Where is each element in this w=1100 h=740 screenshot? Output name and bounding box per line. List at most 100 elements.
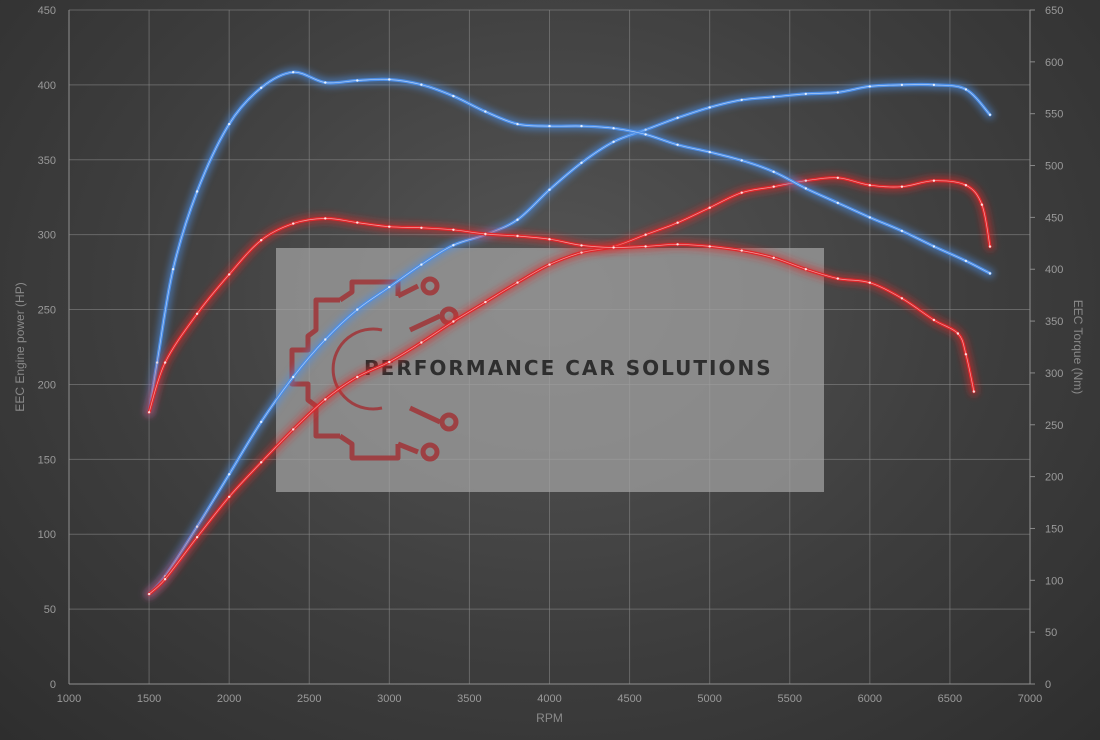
data-point bbox=[836, 201, 839, 205]
data-point bbox=[964, 184, 968, 187]
y-right-tick-label: 250 bbox=[1045, 420, 1063, 432]
y-left-tick-label: 250 bbox=[38, 305, 56, 317]
data-point bbox=[740, 249, 743, 252]
x-tick-label: 2000 bbox=[217, 693, 241, 705]
data-point bbox=[356, 79, 359, 82]
y-right-tick-label: 150 bbox=[1045, 523, 1063, 535]
data-point bbox=[324, 217, 327, 220]
data-point bbox=[388, 360, 391, 364]
data-point bbox=[580, 124, 583, 128]
series-3-right bbox=[144, 213, 979, 417]
data-point bbox=[740, 191, 743, 194]
data-point bbox=[155, 361, 159, 364]
data-point bbox=[676, 221, 679, 224]
data-point bbox=[836, 277, 839, 280]
data-point bbox=[452, 244, 455, 247]
y-left-tick-label: 150 bbox=[38, 454, 56, 466]
y-left-tick-label: 450 bbox=[38, 5, 56, 17]
data-point bbox=[548, 124, 551, 128]
data-point bbox=[228, 122, 231, 126]
data-point bbox=[676, 143, 679, 146]
series-1-left bbox=[144, 173, 995, 599]
y-right-axis-title: EEC Torque (Nm) bbox=[1071, 300, 1085, 394]
data-point bbox=[388, 78, 391, 81]
y-right-tick-label: 200 bbox=[1045, 472, 1063, 484]
data-point bbox=[804, 92, 807, 96]
data-point bbox=[740, 98, 743, 102]
y-left-tick-label: 350 bbox=[38, 155, 56, 167]
data-point bbox=[580, 244, 583, 247]
y-right-tick-label: 300 bbox=[1045, 368, 1063, 380]
data-point bbox=[516, 218, 519, 221]
data-point bbox=[292, 71, 295, 74]
data-point bbox=[964, 353, 968, 356]
y-right-tick-label: 550 bbox=[1045, 109, 1063, 121]
data-point bbox=[644, 233, 647, 236]
data-point bbox=[260, 461, 263, 464]
data-point bbox=[612, 140, 615, 143]
x-tick-label: 3000 bbox=[377, 693, 401, 705]
y-right-tick-label: 650 bbox=[1045, 5, 1063, 17]
data-point bbox=[292, 375, 295, 379]
data-point bbox=[195, 190, 199, 193]
data-point bbox=[260, 86, 263, 90]
data-point bbox=[804, 179, 807, 182]
data-point bbox=[452, 94, 455, 98]
y-right-tick-label: 450 bbox=[1045, 212, 1063, 224]
x-tick-label: 4500 bbox=[617, 693, 641, 705]
data-point bbox=[228, 273, 231, 276]
y-left-tick-label: 200 bbox=[38, 379, 56, 391]
data-point bbox=[163, 361, 167, 364]
data-point bbox=[324, 81, 327, 84]
data-point bbox=[708, 206, 711, 209]
data-point bbox=[195, 525, 199, 528]
data-point bbox=[580, 161, 583, 164]
data-point bbox=[356, 375, 359, 379]
data-point bbox=[612, 127, 615, 130]
series-0-left bbox=[144, 79, 995, 599]
data-point bbox=[548, 238, 551, 241]
data-point bbox=[171, 268, 175, 271]
x-tick-label: 1500 bbox=[137, 693, 161, 705]
y-left-tick-label: 100 bbox=[38, 529, 56, 541]
data-point bbox=[228, 473, 231, 476]
data-point bbox=[868, 184, 871, 187]
data-point bbox=[956, 332, 960, 335]
data-point bbox=[836, 91, 839, 94]
x-tick-label: 5000 bbox=[697, 693, 721, 705]
data-point bbox=[388, 285, 391, 289]
data-point bbox=[676, 243, 679, 246]
data-point bbox=[195, 536, 199, 539]
x-axis-title: RPM bbox=[536, 711, 563, 725]
y-right-tick-label: 50 bbox=[1045, 627, 1057, 639]
y-left-tick-label: 50 bbox=[44, 604, 56, 616]
data-point bbox=[988, 245, 992, 248]
series-line-highlight bbox=[148, 71, 991, 413]
data-point bbox=[644, 133, 647, 136]
y-left-tick-label: 400 bbox=[38, 80, 56, 92]
y-left-tick-label: 300 bbox=[38, 230, 56, 242]
data-point bbox=[972, 390, 976, 393]
x-tick-label: 6500 bbox=[938, 693, 962, 705]
data-point bbox=[804, 187, 807, 190]
data-point bbox=[932, 179, 936, 182]
data-point bbox=[988, 272, 992, 275]
data-point bbox=[988, 113, 992, 117]
data-point bbox=[356, 308, 359, 311]
data-point bbox=[516, 281, 519, 284]
data-point bbox=[452, 228, 455, 231]
data-point bbox=[932, 245, 936, 248]
y-right-tick-label: 350 bbox=[1045, 316, 1063, 328]
x-tick-label: 7000 bbox=[1018, 693, 1042, 705]
data-point bbox=[548, 263, 551, 266]
data-point bbox=[147, 592, 151, 596]
data-point bbox=[868, 281, 871, 284]
y-right-tick-label: 400 bbox=[1045, 264, 1063, 276]
data-point bbox=[900, 297, 904, 300]
y-left-tick-label: 0 bbox=[50, 679, 56, 691]
data-point bbox=[484, 300, 487, 304]
data-point bbox=[324, 338, 327, 341]
data-point bbox=[195, 312, 199, 315]
data-point bbox=[516, 234, 519, 238]
data-point bbox=[452, 320, 455, 323]
